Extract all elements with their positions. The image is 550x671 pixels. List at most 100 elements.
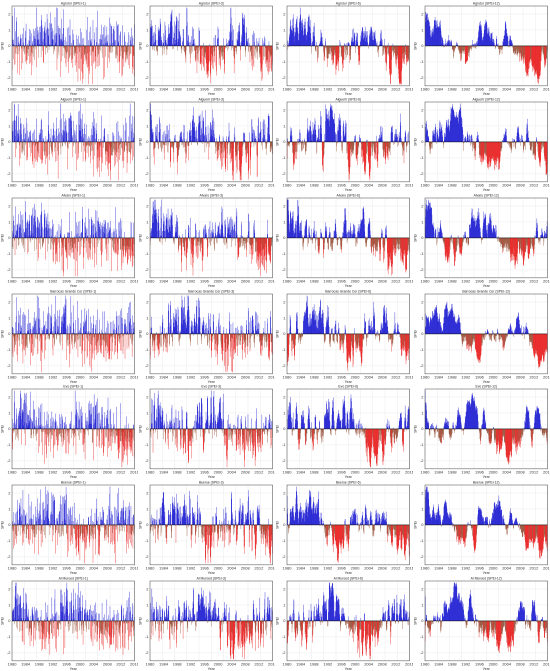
panel-title: Agrotur (SPEI-6) [336, 1, 361, 5]
x-tick-label: 1984 [434, 182, 444, 187]
x-tick-label: 2000 [76, 278, 86, 283]
spei-panel-10: Alvaro (SPEI-3) -2 -1 0 1 2 1980 1984 1988 1992 19… [138, 193, 275, 288]
x-tick-label: 2004 [227, 182, 237, 187]
y-tick-label: -2 [419, 75, 423, 80]
y-tick-label: 0 [421, 139, 424, 144]
x-tick-label: 1980 [145, 278, 155, 283]
x-tick-label: 2016 [543, 182, 550, 187]
panel-title: Alguerir (SPEI-6) [335, 97, 361, 101]
x-tick-label: 1984 [21, 86, 31, 91]
y-axis-label: SPEI [276, 138, 280, 146]
x-tick-label: 1992 [48, 182, 58, 187]
y-tick-label: 2 [146, 203, 149, 208]
y-axis-label: SPEI [138, 42, 142, 50]
x-axis-label: Year [70, 92, 78, 96]
x-tick-label: 1984 [21, 278, 31, 283]
y-tick-label: 0 [146, 139, 149, 144]
x-tick-label: 2012 [529, 86, 539, 91]
x-tick-label: 1996 [200, 182, 210, 187]
spei-panel-5: Alguerir (SPEI-1) -2 -1 0 1 2 1980 1984 1988 1992… [1, 97, 138, 191]
x-tick-label: 2000 [213, 86, 223, 91]
y-tick-label: -1 [144, 155, 148, 160]
y-axis-label: SPEI [138, 234, 142, 242]
x-tick-label: 2012 [254, 278, 264, 283]
y-tick-label: -1 [419, 155, 423, 160]
y-tick-label: 1 [8, 123, 11, 128]
plot-frame [149, 5, 273, 87]
y-tick-label: 2 [146, 11, 149, 16]
y-tick-label: 0 [283, 43, 286, 48]
x-tick-label: 1996 [475, 182, 485, 187]
x-tick-label: 1992 [186, 182, 196, 187]
y-tick-label: 1 [421, 123, 424, 128]
x-tick-label: 1988 [172, 86, 182, 91]
x-axis-label: Year [207, 284, 215, 288]
x-axis-label: Year [345, 92, 353, 96]
x-tick-label: 1984 [296, 86, 306, 91]
panel-title: Alvaro (SPEI-3) [199, 193, 222, 197]
y-tick-label: -1 [144, 251, 148, 256]
x-tick-label: 1992 [323, 182, 333, 187]
plot-frame [286, 101, 410, 182]
x-tick-label: 2000 [351, 182, 361, 187]
spei-panel-4: Agrotur (SPEI-12) -2 -1 0 1 2 1980 1984 1988 1992… [413, 1, 550, 95]
y-tick-label: -1 [7, 155, 11, 160]
x-tick-label: 2000 [488, 182, 498, 187]
plot-frame [11, 197, 135, 278]
y-tick-label: 1 [146, 219, 149, 224]
y-tick-label: 1 [8, 219, 11, 224]
x-axis-label: Year [482, 188, 490, 192]
x-tick-label: 1996 [62, 278, 72, 283]
y-tick-label: -1 [7, 251, 11, 256]
x-tick-label: 2008 [240, 278, 250, 283]
x-tick-label: 2016 [268, 278, 275, 283]
x-tick-label: 1988 [310, 86, 320, 91]
x-axis-label: Year [207, 92, 215, 96]
spei-panel-8: Alguerir (SPEI-12) -2 -1 0 1 2 1980 1984 1988 199… [413, 97, 550, 192]
x-tick-label: 1988 [35, 86, 45, 91]
y-tick-label: 0 [283, 139, 286, 144]
y-tick-label: 2 [283, 107, 286, 112]
x-tick-label: 1988 [447, 182, 457, 187]
x-tick-label: 2004 [502, 86, 512, 91]
panel-title: Agrotur (SPEI-1) [61, 1, 86, 5]
x-tick-label: 2008 [103, 86, 113, 91]
y-tick-label: -2 [144, 171, 148, 176]
x-tick-label: 1988 [172, 182, 182, 187]
x-tick-label: 2004 [502, 182, 512, 187]
x-tick-label: 2008 [103, 182, 113, 187]
x-tick-label: 1988 [35, 278, 45, 283]
x-tick-label: 1980 [420, 182, 430, 187]
x-tick-label: 1984 [296, 182, 306, 187]
x-tick-label: 1988 [447, 86, 457, 91]
x-tick-label: 1992 [48, 86, 58, 91]
x-tick-label: 1996 [62, 182, 72, 187]
x-tick-label: 2008 [515, 86, 525, 91]
x-tick-label: 2012 [391, 182, 401, 187]
x-tick-label: 1996 [62, 86, 72, 91]
x-tick-label: 1984 [159, 86, 169, 91]
y-tick-label: -2 [282, 171, 286, 176]
x-tick-label: 2012 [391, 86, 401, 91]
x-axis-label: Year [207, 188, 215, 192]
x-tick-label: 2016 [130, 182, 137, 187]
x-tick-label: 1992 [186, 278, 196, 283]
x-tick-label: 2016 [543, 86, 550, 91]
y-tick-label: -2 [7, 267, 11, 272]
panel-title: Agrotur (SPEI-12) [472, 1, 499, 5]
y-tick-label: 1 [8, 27, 11, 32]
y-tick-label: -2 [144, 267, 148, 272]
x-tick-label: 2004 [227, 86, 237, 91]
plot-frame [424, 5, 548, 87]
x-tick-label: 1992 [186, 86, 196, 91]
y-tick-label: 1 [146, 123, 149, 128]
y-tick-label: 0 [8, 139, 11, 144]
plot-frame [149, 197, 273, 278]
x-tick-label: 2016 [405, 86, 412, 91]
x-tick-label: 1996 [475, 86, 485, 91]
panel-title: Agrotur (SPEI-3) [198, 1, 223, 5]
y-tick-label: 0 [8, 235, 11, 240]
x-tick-label: 2000 [76, 182, 86, 187]
x-tick-label: 2012 [116, 278, 126, 283]
x-tick-label: 1984 [159, 182, 169, 187]
